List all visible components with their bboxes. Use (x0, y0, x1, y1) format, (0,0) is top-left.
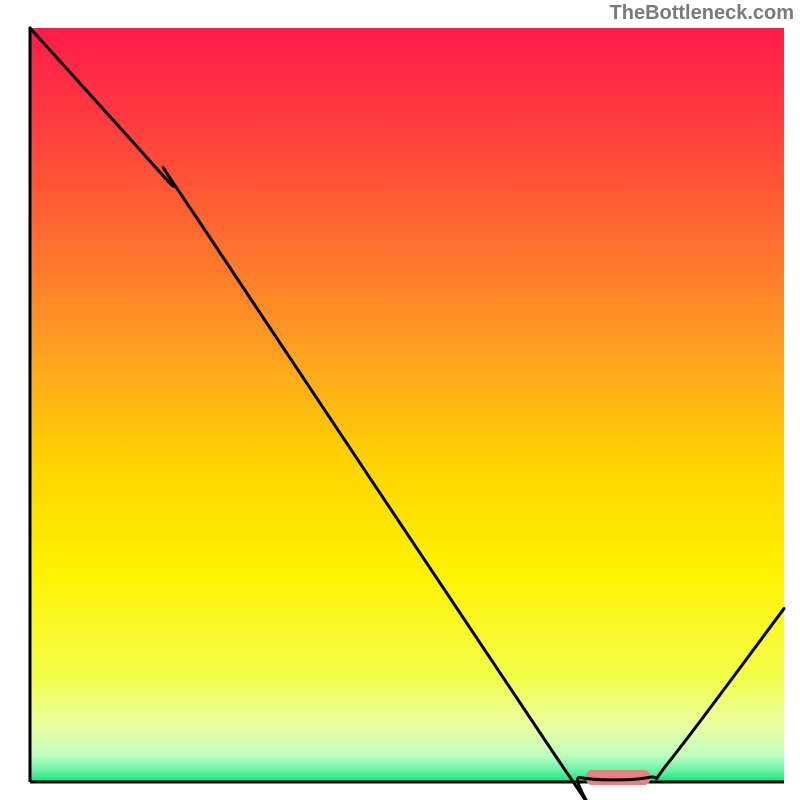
chart-background (30, 28, 784, 782)
chart-container: TheBottleneck.com (0, 0, 800, 800)
bottleneck-curve-chart (0, 0, 800, 800)
